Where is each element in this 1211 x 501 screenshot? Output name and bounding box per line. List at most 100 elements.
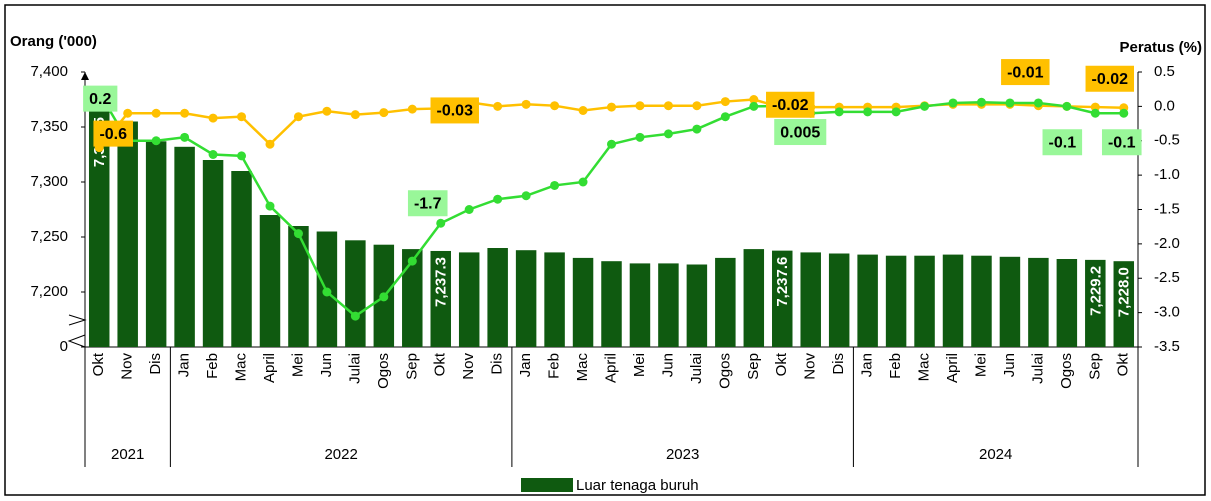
x-tick-label: Mei	[289, 353, 306, 377]
bar	[402, 249, 423, 347]
data-label-box	[430, 97, 479, 124]
axis-break	[67, 334, 86, 348]
y-tick-label: 7,350	[30, 118, 68, 135]
bar-label: 7,237.6	[774, 257, 791, 307]
line-marker	[692, 101, 702, 111]
line-marker	[293, 229, 303, 239]
line-marker	[151, 108, 161, 118]
line-marker	[720, 97, 730, 107]
y-title: Orang ('000)	[10, 33, 97, 50]
bar	[145, 141, 167, 347]
line-marker	[407, 256, 417, 266]
line-marker	[521, 99, 531, 109]
line-marker	[350, 110, 360, 120]
line-marker	[578, 106, 588, 115]
bar	[345, 240, 366, 347]
x-tick-label: Julai	[688, 353, 705, 384]
line-marker	[976, 97, 986, 107]
bar	[1056, 259, 1078, 347]
line-marker	[550, 101, 560, 111]
x-tick-label: Dis	[830, 353, 847, 375]
bar	[1085, 259, 1106, 347]
bar	[572, 257, 594, 347]
line-marker	[180, 108, 190, 118]
group-label: 2022	[324, 446, 357, 463]
line-marker	[350, 311, 360, 321]
line-marker	[692, 124, 702, 134]
bar	[1028, 257, 1049, 347]
bar	[743, 249, 765, 347]
y-tick-label: 7,400	[30, 63, 68, 80]
bar	[231, 171, 252, 347]
line-marker	[265, 139, 275, 149]
data-label-text: -0.01	[1007, 64, 1044, 81]
data-label: -1.7	[407, 190, 448, 217]
y-tick-label: 7,250	[30, 228, 68, 245]
x-tick-label: Feb	[204, 353, 221, 379]
data-label-box	[766, 91, 815, 118]
line-marker	[1119, 108, 1129, 118]
line-marker	[1090, 108, 1100, 118]
line-marker	[578, 177, 588, 187]
bar	[288, 226, 309, 347]
bar	[800, 252, 821, 347]
x-tick-label: April	[261, 353, 278, 383]
data-label-box	[407, 190, 448, 217]
line-marker	[180, 132, 190, 142]
x-tick-label: Ogos	[1058, 353, 1075, 389]
y2-tick-label: -1.0	[1154, 166, 1180, 183]
x-tick-label: Nov	[802, 353, 819, 380]
data-label: -0.1	[1042, 129, 1083, 156]
data-label-text: -0.6	[99, 126, 127, 143]
y2-tick-label: -2.0	[1154, 235, 1180, 252]
bar	[601, 261, 622, 347]
x-tick-label: Mei	[972, 353, 989, 377]
line-marker	[863, 107, 873, 117]
bar	[971, 255, 992, 347]
line-marker	[493, 101, 503, 111]
x-tick-label: Jun	[1001, 353, 1018, 377]
data-label: -0.02	[766, 91, 815, 118]
line-marker	[607, 139, 616, 149]
x-tick-label: Jan	[517, 353, 534, 377]
x-tick-label: Jun	[318, 353, 335, 377]
data-label-text: 0.2	[89, 91, 111, 108]
line-marker	[749, 101, 759, 111]
line-marker	[635, 132, 645, 142]
line-marker	[407, 104, 417, 114]
x-tick-label: Jun	[659, 353, 676, 377]
line-marker	[436, 218, 446, 228]
line-marker	[123, 108, 133, 118]
y2-tick-label: -3.5	[1154, 338, 1180, 355]
x-tick-label: Julai	[346, 353, 363, 384]
x-tick-label: Jan	[859, 353, 876, 377]
line-marker	[208, 150, 218, 159]
x-tick-label: Feb	[887, 353, 904, 379]
frame	[4, 4, 1206, 496]
data-label-box	[83, 85, 118, 112]
y2-title: Peratus (%)	[1119, 39, 1202, 56]
x-tick-label: Julai	[1029, 353, 1046, 384]
bar	[544, 252, 565, 347]
x-tick-label: Ogos	[375, 353, 392, 389]
line-marker	[237, 112, 247, 122]
line-marker	[464, 205, 474, 214]
x-tick-label: Okt	[432, 352, 449, 376]
data-label-text: -1.7	[414, 195, 442, 212]
x-tick-label: Mei	[631, 353, 648, 377]
data-label: -0.02	[1085, 65, 1135, 92]
x-tick-label: Dis	[489, 353, 506, 375]
x-tick-label: Feb	[546, 353, 563, 379]
legend-swatch	[521, 478, 573, 492]
bar	[914, 255, 935, 347]
bar	[772, 250, 793, 347]
line-marker	[293, 112, 303, 122]
bar	[487, 248, 508, 347]
bar	[458, 252, 480, 347]
line-marker	[1062, 101, 1072, 111]
data-label-box	[1042, 129, 1083, 156]
bar	[1113, 261, 1135, 347]
bar	[174, 146, 195, 347]
x-tick-label: Sep	[403, 353, 420, 380]
data-label-text: -0.02	[772, 97, 809, 114]
